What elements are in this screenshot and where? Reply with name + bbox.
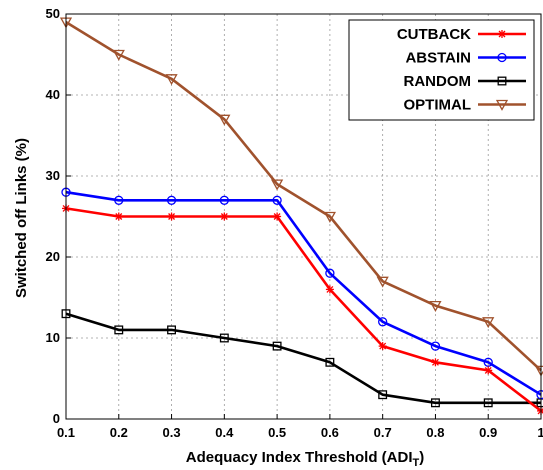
data-point-abstain <box>114 195 124 205</box>
legend-marker-abstain <box>497 52 507 63</box>
data-point-random <box>430 398 440 408</box>
data-point-cutback <box>273 212 282 221</box>
x-axis-label-close: ) <box>419 449 424 466</box>
data-point-optimal <box>482 317 495 329</box>
series-optimal <box>59 17 543 377</box>
x-tick-label: 0.6 <box>321 425 339 440</box>
data-point-random <box>325 357 335 367</box>
data-point-random <box>167 325 177 335</box>
data-point-abstain <box>483 357 493 367</box>
x-tick-label: 0.5 <box>268 425 286 440</box>
x-tick-label: 0.4 <box>215 425 234 440</box>
data-point-optimal <box>165 74 178 86</box>
data-point-random <box>483 398 493 408</box>
y-tick-label: 10 <box>46 330 60 345</box>
y-tick-label: 40 <box>46 87 60 102</box>
x-tick-label: 0.1 <box>57 425 75 440</box>
x-tick-label: 0.2 <box>110 425 128 440</box>
y-tick-label: 50 <box>46 6 60 21</box>
legend-item-random: RANDOM <box>404 73 526 90</box>
data-point-random <box>378 390 388 400</box>
legend-item-optimal: OPTIMAL <box>404 97 526 114</box>
x-tick-label: 1 <box>537 425 543 440</box>
legend-marker-cutback <box>498 30 506 38</box>
data-point-abstain <box>272 195 282 205</box>
series-lines <box>59 17 543 415</box>
data-point-random <box>272 341 282 351</box>
data-point-abstain <box>166 195 177 205</box>
plot-area-frame <box>65 13 542 420</box>
data-point-abstain <box>325 268 335 278</box>
data-point-cutback <box>167 212 176 221</box>
data-point-cutback <box>484 366 493 375</box>
data-point-cutback <box>378 342 387 351</box>
x-tick-label: 0.9 <box>479 425 497 440</box>
y-tick-label: 20 <box>46 249 60 264</box>
legend-item-abstain: ABSTAIN <box>405 50 526 67</box>
data-point-optimal <box>218 114 231 126</box>
legend-label-optimal: OPTIMAL <box>404 97 472 114</box>
series-line-cutback <box>65 207 542 412</box>
data-point-optimal <box>271 179 284 191</box>
x-tick-label: 0.8 <box>426 425 444 440</box>
legend-label-cutback: CUTBACK <box>397 26 471 43</box>
legend-label-abstain: ABSTAIN <box>405 50 471 67</box>
data-point-random <box>114 325 124 335</box>
legend-item-cutback: CUTBACK <box>397 26 526 43</box>
x-tick-label: 0.3 <box>163 425 181 440</box>
data-point-cutback <box>431 358 440 367</box>
x-tick-label: 0.7 <box>374 425 392 440</box>
series-line-optimal <box>65 20 542 372</box>
series-line-random <box>65 312 541 405</box>
x-axis-label: Adequacy Index Threshold (ADIT) <box>186 449 424 469</box>
data-point-optimal <box>323 211 336 223</box>
x-axis-label-main: Adequacy Index Threshold (ADI <box>186 449 413 466</box>
series-cutback <box>62 204 543 415</box>
legend-marker-optimal <box>495 99 509 111</box>
data-point-random <box>219 333 229 343</box>
legend-label-random: RANDOM <box>404 73 472 90</box>
x-axis-label-subscript: T <box>412 457 419 469</box>
series-abstain <box>61 187 543 400</box>
data-point-optimal <box>429 300 442 312</box>
data-point-cutback <box>114 212 123 221</box>
data-point-optimal <box>112 49 125 61</box>
data-point-abstain <box>378 317 388 327</box>
series-line-abstain <box>65 190 542 396</box>
y-axis-label: Switched off Links (%) <box>13 138 30 298</box>
legend: CUTBACK ABSTAIN RANDOM OPTIMAL <box>348 19 535 121</box>
data-point-cutback <box>220 212 229 221</box>
y-tick-label: 0 <box>53 411 60 426</box>
data-point-cutback <box>537 406 543 415</box>
data-point-abstain <box>430 341 441 351</box>
data-point-cutback <box>325 285 334 294</box>
y-tick-label: 30 <box>46 168 60 183</box>
data-point-optimal <box>376 276 389 288</box>
data-point-abstain <box>219 195 229 205</box>
legend-marker-random <box>497 76 507 86</box>
